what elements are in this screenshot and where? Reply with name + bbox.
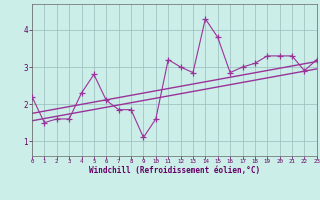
- X-axis label: Windchill (Refroidissement éolien,°C): Windchill (Refroidissement éolien,°C): [89, 166, 260, 175]
